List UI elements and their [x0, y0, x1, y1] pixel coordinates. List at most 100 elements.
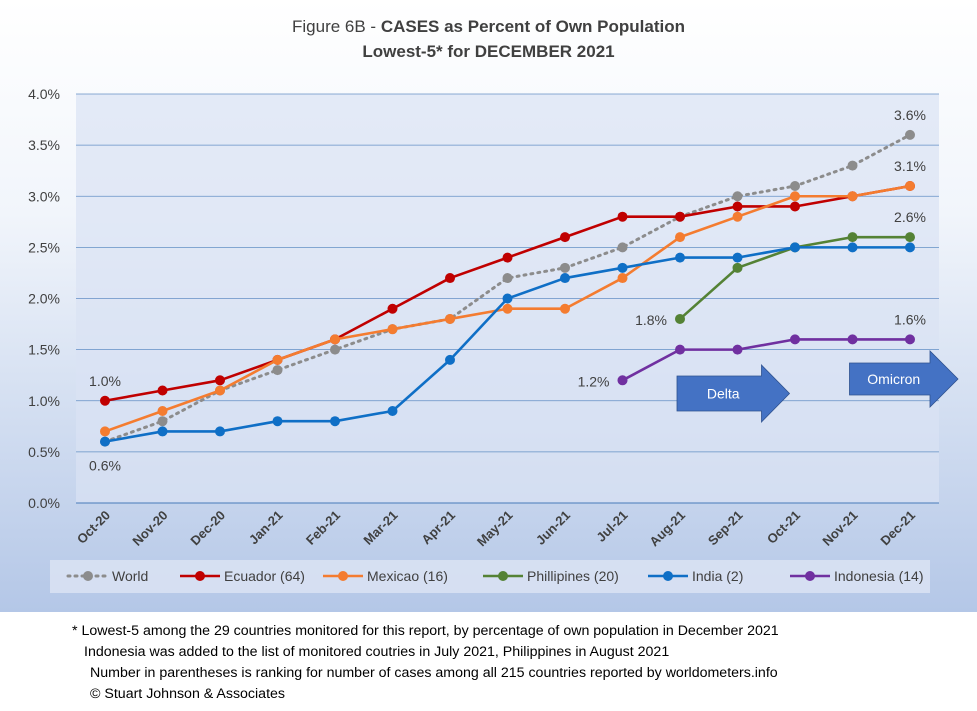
data-point-india: [675, 252, 685, 263]
data-point-phillipines: [847, 232, 858, 243]
legend-label-ecuador: Ecuador (64): [224, 568, 305, 584]
data-point-world: [272, 365, 283, 376]
legend-marker-phillipines: [498, 571, 508, 581]
data-point-india: [905, 242, 915, 253]
data-point-india: [215, 426, 225, 437]
data-point-ecuador: [560, 232, 570, 243]
y-tick-label: 3.0%: [28, 188, 60, 204]
arrow-omicron: [849, 350, 959, 408]
data-point-world: [790, 181, 800, 192]
data-point-world: [847, 160, 858, 171]
data-point-ecuador: [732, 201, 743, 212]
y-tick-labels: 0.0% 0.5% 1.0% 1.5% 2.0% 2.5% 3.0% 3.5% 4.0%: [28, 86, 60, 511]
data-point-india: [617, 262, 628, 273]
y-tick-label: 4.0%: [28, 86, 60, 102]
data-point-world: [157, 416, 168, 427]
legend-marker-mexicao: [338, 571, 348, 581]
legend-label-world: World: [112, 568, 148, 584]
data-label: 0.6%: [89, 458, 121, 474]
data-point-mexicao: [847, 191, 858, 202]
data-point-mexicao: [215, 385, 225, 396]
legend-marker-indonesia: [805, 571, 815, 581]
data-point-indonesia: [790, 334, 800, 345]
data-point-india: [502, 293, 513, 304]
legend-label-mexicao: Mexicao (16): [367, 568, 448, 584]
data-point-mexicao: [617, 273, 628, 284]
series-line-world: [103, 133, 912, 444]
data-point-india: [330, 416, 340, 427]
data-point-world: [732, 191, 743, 202]
footnote-1: * Lowest-5 among the 29 countries monito…: [72, 623, 779, 639]
data-point-indonesia: [732, 344, 743, 355]
data-point-world: [560, 262, 570, 273]
data-point-mexicao: [502, 303, 513, 314]
data-point-india: [100, 436, 110, 447]
data-point-india: [732, 252, 743, 263]
data-point-ecuador: [502, 252, 513, 263]
data-point-world: [330, 344, 340, 355]
data-point-phillipines: [675, 313, 685, 324]
data-point-phillipines: [905, 232, 915, 243]
y-tick-label: 1.5%: [28, 342, 60, 358]
data-point-world: [502, 273, 513, 284]
data-point-indonesia: [905, 334, 915, 345]
y-tick-label: 2.5%: [28, 239, 60, 255]
arrow-layer: Delta Omicron: [676, 350, 959, 423]
data-point-india: [272, 416, 283, 427]
data-point-mexicao: [560, 303, 570, 314]
data-point-ecuador: [617, 211, 628, 222]
data-point-india: [157, 426, 168, 437]
data-point-mexicao: [330, 334, 340, 345]
series-mexicao: [100, 181, 915, 437]
data-point-mexicao: [445, 313, 455, 324]
y-tick-label: 0.5%: [28, 444, 60, 460]
data-point-mexicao: [272, 354, 283, 365]
arrow-delta: [676, 364, 791, 423]
data-point-mexicao: [905, 181, 915, 192]
series-line-indonesia: [621, 338, 910, 382]
data-label: 3.6%: [894, 107, 926, 123]
data-point-india: [790, 242, 800, 253]
footnote-copyright: © Stuart Johnson & Associates: [90, 686, 285, 702]
series-layer: [100, 129, 915, 447]
data-point-ecuador: [100, 395, 110, 406]
footnote-3: Number in parentheses is ranking for num…: [90, 665, 778, 681]
legend: World Ecuador (64) Mexicao (16) Phillipines…: [50, 560, 930, 593]
y-tick-label: 3.5%: [28, 137, 60, 153]
data-point-mexicao: [675, 232, 685, 243]
footnotes: * Lowest-5 among the 29 countries monito…: [72, 621, 779, 705]
chart-area: 0.0% 0.5% 1.0% 1.5% 2.0% 2.5% 3.0% 3.5% 4.0% Oct…: [0, 0, 977, 612]
data-point-india: [847, 242, 858, 253]
data-point-mexicao: [387, 324, 398, 335]
data-point-ecuador: [215, 375, 225, 386]
data-point-mexicao: [100, 426, 110, 437]
chart-subtitle: Lowest-5* for DECEMBER 2021: [362, 42, 615, 61]
annotation-layer: 1.0% 0.6% 1.2% 1.8% 3.6% 3.1% 2.6% 1.6%: [89, 107, 926, 474]
footnote-2: Indonesia was added to the list of monit…: [84, 644, 670, 660]
legend-marker-india: [663, 571, 673, 581]
arrow-label-delta: Delta: [707, 386, 740, 402]
data-point-indonesia: [617, 375, 628, 386]
data-label: 2.6%: [894, 209, 926, 225]
legend-marker-world: [83, 571, 93, 581]
chart-svg: 0.0%0.5%1.0%1.5%2.0%2.5%3.0%3.5%4.0% Oct…: [0, 0, 977, 612]
legend-label-india: India (2): [692, 568, 743, 584]
data-label: 1.8%: [635, 312, 667, 328]
y-tick-label: 0.0%: [28, 495, 60, 511]
series-indonesia: [617, 334, 915, 386]
chart-title-bold: CASES as Percent of Own Population: [380, 17, 685, 36]
data-point-mexicao: [790, 191, 800, 202]
data-point-ecuador: [445, 273, 455, 284]
legend-marker-ecuador: [195, 571, 205, 581]
data-point-indonesia: [847, 334, 858, 345]
y-tick-label: 1.0%: [28, 393, 60, 409]
series-india: [100, 242, 915, 447]
arrow-label-omicron: Omicron: [867, 371, 920, 387]
data-point-mexicao: [157, 405, 168, 416]
legend-label-phillipines: Phillipines (20): [527, 568, 619, 584]
legend-label-indonesia: Indonesia (14): [834, 568, 924, 584]
data-label: 1.0%: [89, 373, 121, 389]
chart-title-prefix: Figure 6B -: [292, 17, 381, 36]
data-point-phillipines: [732, 262, 743, 273]
data-label: 1.6%: [894, 311, 926, 327]
